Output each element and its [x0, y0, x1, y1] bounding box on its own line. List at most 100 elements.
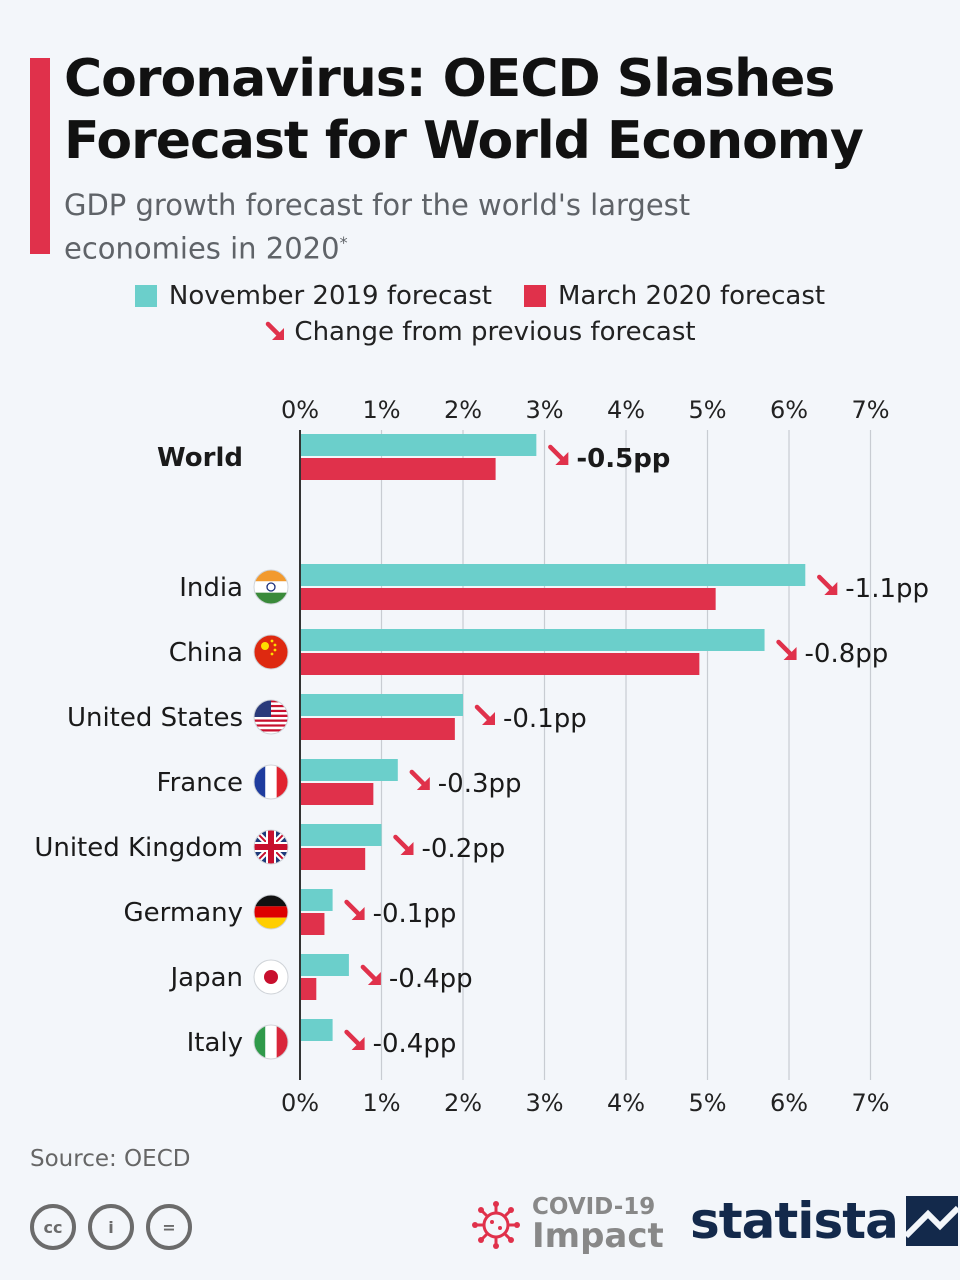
- flag-outline: [253, 1024, 289, 1060]
- bar-november: [300, 1019, 333, 1041]
- flag-star: [270, 652, 274, 656]
- usa-flag-icon: [253, 699, 289, 735]
- flag-stripe: [254, 592, 288, 604]
- category-label: Germany: [123, 898, 243, 928]
- statista-logo-icon: [905, 1196, 958, 1246]
- x-tick-label-bottom: 4%: [607, 1089, 645, 1117]
- arrow-head: [351, 907, 365, 920]
- flag-stripe: [254, 729, 288, 732]
- chart-legend: November 2019 forecast March 2020 foreca…: [0, 278, 960, 350]
- legend-item-march: March 2020 forecast: [524, 281, 825, 311]
- bar-march: [300, 783, 374, 805]
- bar-november: [300, 954, 349, 976]
- flag-outline: [253, 569, 289, 605]
- down-right-arrow-icon: [393, 834, 414, 855]
- bar-november: [300, 694, 463, 716]
- november-swatch: [134, 285, 157, 307]
- flag-body: [254, 570, 288, 604]
- bar-november: [300, 824, 382, 846]
- covid-label-line1: COVID-19: [532, 1194, 656, 1220]
- flag-stripe: [254, 1025, 266, 1059]
- x-tick-label-bottom: 7%: [851, 1089, 889, 1117]
- arrow-head: [400, 842, 414, 855]
- category-label: China: [169, 638, 243, 668]
- category-label: United Kingdom: [34, 833, 243, 863]
- arrow-head: [416, 777, 430, 790]
- flag-wheel: [266, 582, 276, 592]
- flag-stripe: [265, 765, 277, 799]
- bar-november: [300, 564, 806, 586]
- flag-sun: [264, 970, 278, 984]
- france-flag-icon: [253, 764, 289, 800]
- x-tick-label-top: 3%: [525, 396, 563, 424]
- bar-november: [300, 434, 537, 456]
- down-right-arrow-icon: [266, 321, 285, 340]
- flag-stripe: [254, 726, 288, 730]
- flag-star: [270, 639, 274, 643]
- bar-march: [300, 458, 496, 480]
- x-tick-label-top: 6%: [770, 396, 808, 424]
- x-tick-label-top: 2%: [444, 396, 482, 424]
- flag-outline: [253, 764, 289, 800]
- x-tick-label-bottom: 1%: [362, 1089, 400, 1117]
- bar-march: [300, 653, 700, 675]
- flag-stripe: [254, 570, 288, 582]
- flag-stripe: [254, 917, 288, 929]
- x-tick-label-top: 4%: [607, 396, 645, 424]
- down-right-arrow-icon: [344, 1029, 365, 1050]
- change-label: -0.4pp: [373, 1029, 457, 1059]
- flag-body: [254, 830, 288, 864]
- flag-body: [254, 895, 288, 929]
- flag-stripe: [254, 721, 288, 725]
- flag-body: [254, 635, 288, 669]
- china-flag-icon: [253, 634, 289, 670]
- flag-outline: [253, 829, 289, 865]
- statista-brand[interactable]: statista: [690, 1192, 958, 1250]
- statista-wordmark: statista: [690, 1192, 899, 1250]
- covid-label-line2: Impact: [532, 1216, 664, 1256]
- arrow-head: [351, 1037, 365, 1050]
- bar-march: [300, 913, 325, 935]
- bar-november: [300, 889, 333, 911]
- flag-outline: [253, 894, 289, 930]
- bar-march: [300, 588, 716, 610]
- x-tick-label-top: 0%: [281, 396, 319, 424]
- flag-outline: [253, 634, 289, 670]
- down-right-arrow-icon: [360, 964, 381, 985]
- x-tick-label-top: 5%: [688, 396, 726, 424]
- no-derivatives-icon[interactable]: =: [146, 1204, 192, 1250]
- flag-stripe: [254, 895, 288, 907]
- x-tick-label-bottom: 3%: [525, 1089, 563, 1117]
- source-note: Source: OECD: [30, 1146, 191, 1172]
- down-right-arrow-icon: [344, 899, 365, 920]
- flag-stripe: [254, 719, 288, 722]
- arrow-head: [367, 972, 381, 985]
- down-right-arrow-icon: [409, 769, 430, 790]
- change-label: -0.2pp: [422, 834, 506, 864]
- legend-label-march: March 2020 forecast: [558, 281, 826, 311]
- flag-star: [273, 643, 277, 647]
- creative-commons-icon[interactable]: cc: [30, 1204, 76, 1250]
- attribution-icon[interactable]: i: [88, 1204, 134, 1250]
- flag-stripe: [265, 1025, 277, 1059]
- accent-bar: [30, 58, 50, 254]
- change-label: -1.1pp: [845, 574, 929, 604]
- chart-subtitle: GDP growth forecast for the world's larg…: [64, 186, 764, 268]
- legend-item-november: November 2019 forecast: [134, 281, 492, 311]
- category-label: France: [157, 768, 243, 798]
- x-tick-label-top: 7%: [851, 396, 889, 424]
- category-label: Japan: [168, 963, 243, 993]
- bar-march: [300, 848, 366, 870]
- arrow-head: [824, 582, 838, 595]
- change-label: -0.1pp: [373, 899, 457, 929]
- bar-march: [300, 718, 455, 740]
- flag-body: [254, 765, 288, 799]
- bar-chart: 0% 0% 1% 1% 2% 2% 3% 3% 4% 4% 5% 5% 6% 6% 7% 7% World -0.…: [34, 396, 929, 1117]
- flag-stripe: [254, 765, 266, 799]
- change-label: -0.5pp: [576, 444, 670, 474]
- down-right-arrow-icon: [776, 639, 797, 660]
- flag-body: [254, 960, 288, 994]
- india-flag-icon: [253, 569, 289, 605]
- flag-stripe: [254, 724, 288, 727]
- down-right-arrow-icon: [548, 444, 569, 465]
